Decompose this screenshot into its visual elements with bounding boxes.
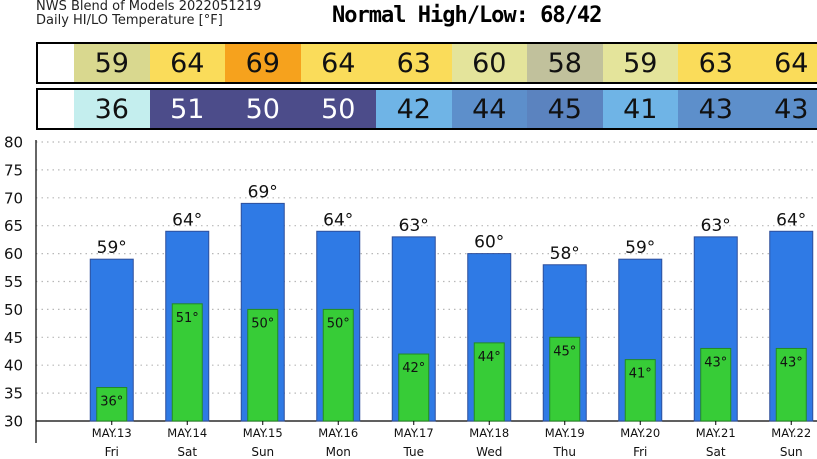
lo-cell-value: 43 <box>753 90 817 128</box>
daily-low-strip: 36 51 50 50 42 44 45 41 43 43 <box>36 88 817 130</box>
lo-cell-value: 36 <box>74 90 150 128</box>
low-value-label: 42° <box>402 361 425 376</box>
date-label: MAY.14 <box>167 426 207 440</box>
y-tick-label: 45 <box>4 329 23 347</box>
day-label: Sun <box>251 445 274 459</box>
date-label: MAY.21 <box>696 426 736 440</box>
y-tick-label: 55 <box>4 273 23 291</box>
hi-cell-value: 64 <box>149 44 225 82</box>
hi-cell-value: 60 <box>451 44 527 82</box>
low-value-label: 51° <box>176 311 199 326</box>
date-label: MAY.18 <box>469 426 509 440</box>
date-label: MAY.19 <box>545 426 585 440</box>
hi-cell-value: 59 <box>74 44 150 82</box>
high-value-label: 59° <box>97 238 127 258</box>
y-tick-label: 60 <box>4 245 23 263</box>
day-label: Mon <box>326 445 351 459</box>
lo-cell-value: 51 <box>149 90 225 128</box>
high-value-label: 69° <box>248 182 278 202</box>
lo-cell-value: 50 <box>225 90 301 128</box>
date-label: MAY.17 <box>394 426 434 440</box>
date-label: MAY.13 <box>92 426 132 440</box>
lo-cell-value: 45 <box>527 90 603 128</box>
high-value-label: 64° <box>323 210 353 230</box>
date-label: MAY.15 <box>243 426 283 440</box>
low-bar <box>96 387 128 422</box>
date-label: MAY.22 <box>771 426 811 440</box>
day-label: Thu <box>552 445 576 459</box>
lo-cell-value: 44 <box>451 90 527 128</box>
high-value-label: 64° <box>172 210 202 230</box>
high-value-label: 63° <box>399 216 429 236</box>
y-tick-label: 35 <box>4 385 23 403</box>
y-tick-label: 65 <box>4 217 23 235</box>
y-tick-label: 75 <box>4 161 23 179</box>
lo-cell-value: 50 <box>300 90 376 128</box>
day-label: Fri <box>105 445 119 459</box>
high-value-label: 59° <box>625 238 655 258</box>
high-value-label: 63° <box>701 216 731 236</box>
low-value-label: 50° <box>327 316 350 331</box>
hi-cell-value: 63 <box>678 44 754 82</box>
low-value-label: 50° <box>251 316 274 331</box>
daily-high-strip: 59 64 69 64 63 60 58 59 63 64 <box>36 42 817 84</box>
low-value-label: 44° <box>478 350 501 365</box>
y-tick-label: 70 <box>4 189 23 207</box>
hi-cell-value: 64 <box>300 44 376 82</box>
day-label: Fri <box>633 445 647 459</box>
strip-spacer <box>38 44 74 82</box>
hi-cell-value: 58 <box>527 44 603 82</box>
high-value-label: 60° <box>474 233 504 253</box>
low-value-label: 43° <box>780 355 803 370</box>
day-label: Sat <box>177 445 197 459</box>
low-value-label: 41° <box>629 367 652 382</box>
day-label: Wed <box>476 445 502 459</box>
lo-cell-value: 41 <box>602 90 678 128</box>
low-bar <box>398 353 430 422</box>
y-tick-label: 50 <box>4 301 23 319</box>
low-bar <box>473 342 505 422</box>
source-text: NWS Blend of Models 2022051219 <box>36 0 262 14</box>
low-value-label: 43° <box>704 355 727 370</box>
low-bar <box>624 359 656 422</box>
y-tick-label: 40 <box>4 357 23 375</box>
lo-cell-value: 42 <box>376 90 452 128</box>
low-value-label: 36° <box>100 395 123 410</box>
day-label: Sun <box>780 445 803 459</box>
low-value-label: 45° <box>553 344 576 359</box>
units-text: Daily HI/LO Temperature [°F] <box>36 13 223 28</box>
hi-cell-value: 64 <box>753 44 817 82</box>
high-value-label: 58° <box>550 244 580 264</box>
y-tick-label: 80 <box>4 134 23 152</box>
date-label: MAY.20 <box>620 426 660 440</box>
low-bar <box>322 308 354 422</box>
hi-cell-value: 59 <box>602 44 678 82</box>
strip-spacer <box>38 90 74 128</box>
low-bar <box>549 336 581 422</box>
low-bar <box>700 347 732 422</box>
date-label: MAY.16 <box>318 426 358 440</box>
day-label: Sat <box>706 445 726 459</box>
normal-high-low-title: Normal High/Low: 68/42 <box>332 3 602 28</box>
day-label: Tue <box>403 445 425 459</box>
hi-cell-value: 69 <box>225 44 301 82</box>
low-bar <box>775 347 807 422</box>
lo-cell-value: 43 <box>678 90 754 128</box>
hi-cell-value: 63 <box>376 44 452 82</box>
high-value-label: 64° <box>776 210 806 230</box>
y-tick-label: 30 <box>4 413 23 431</box>
